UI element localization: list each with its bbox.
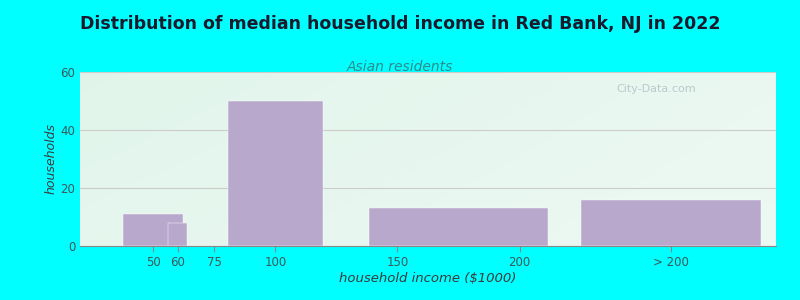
X-axis label: household income ($1000): household income ($1000) [339, 272, 517, 285]
Bar [369, 208, 548, 246]
Bar [582, 200, 761, 246]
Bar [227, 101, 323, 246]
Y-axis label: households: households [45, 124, 58, 194]
Text: Asian residents: Asian residents [347, 60, 453, 74]
Bar [168, 223, 187, 246]
Text: City-Data.com: City-Data.com [616, 84, 695, 94]
Text: Distribution of median household income in Red Bank, NJ in 2022: Distribution of median household income … [80, 15, 720, 33]
Bar [123, 214, 183, 246]
